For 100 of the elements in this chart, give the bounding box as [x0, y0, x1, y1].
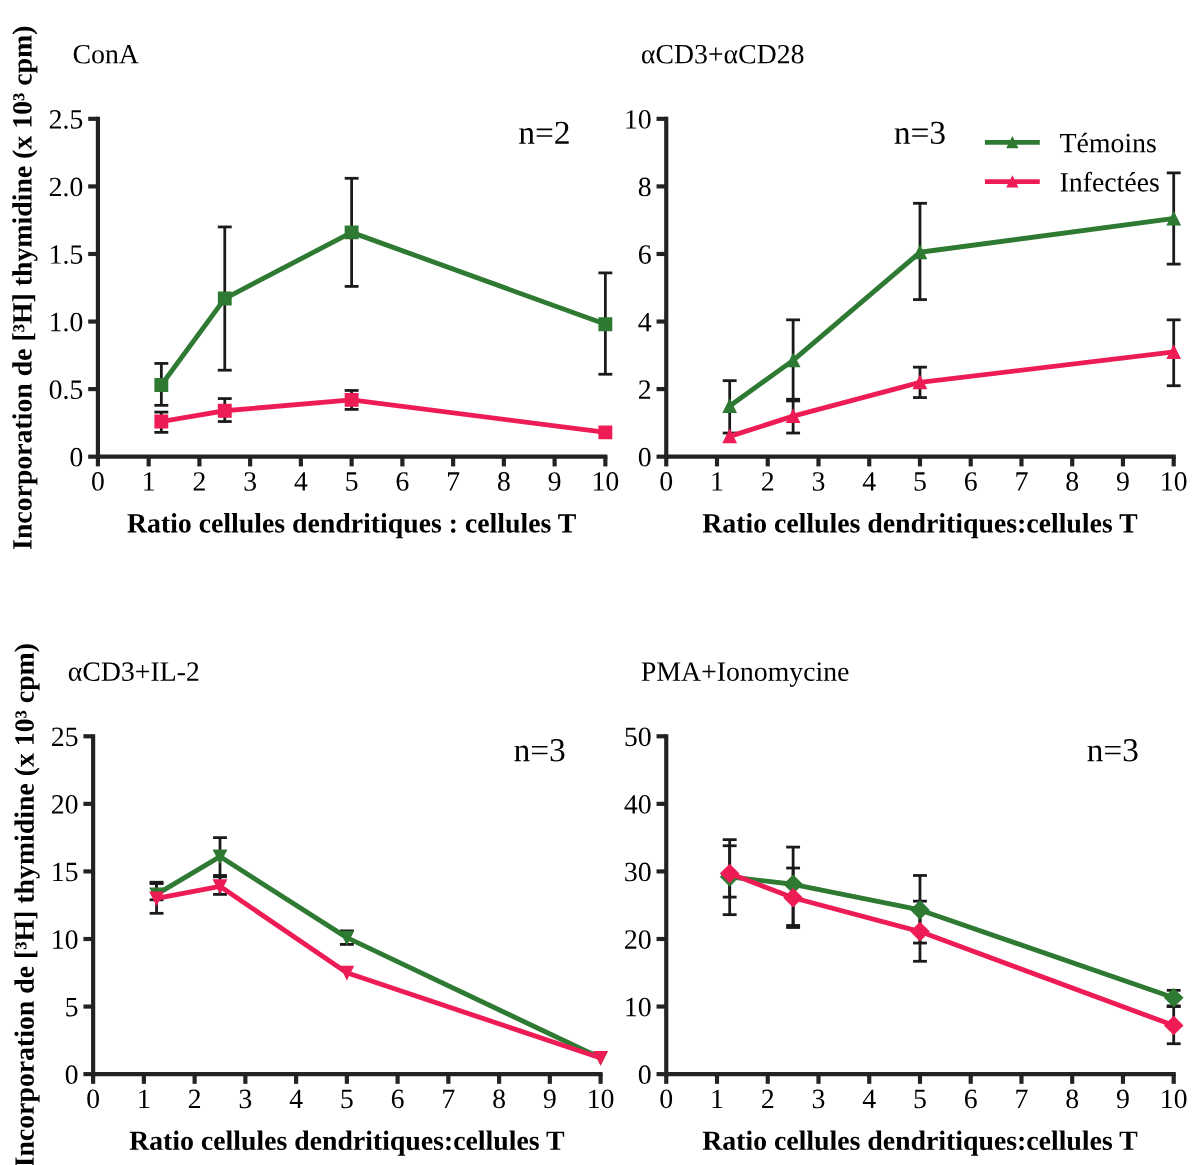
y-tick-label: 0 — [638, 1065, 651, 1085]
x-tick-label: 7 — [448, 472, 460, 491]
x-tick-label: 7 — [1016, 472, 1028, 491]
x-tick-label: 10 — [1162, 1089, 1187, 1109]
x-tick-label: 9 — [543, 1089, 556, 1109]
x-tick-label: 8 — [493, 1089, 505, 1109]
point — [910, 922, 930, 942]
y-tick-label: 8 — [638, 177, 651, 197]
point — [598, 317, 613, 332]
x-tick-label: 2 — [193, 472, 205, 491]
chart-title: αCD3+IL-2 — [68, 662, 199, 681]
x-tick-label: 3 — [812, 1089, 825, 1109]
x-tick-label: 6 — [964, 472, 977, 491]
x-tick-label: 0 — [92, 472, 104, 491]
x-tick-label: 2 — [762, 472, 774, 491]
point — [1166, 345, 1181, 359]
y-tick-label: 25 — [51, 727, 78, 747]
x-tick-label: 4 — [289, 1089, 303, 1108]
x-tick-label: 3 — [244, 472, 256, 491]
point — [598, 425, 613, 440]
x-tick-label: 5 — [341, 1089, 353, 1109]
point — [154, 414, 169, 429]
x-tick-label: 5 — [346, 472, 358, 491]
legend-label: Témoins — [1060, 132, 1156, 153]
point — [913, 375, 927, 390]
x-tick-label: 5 — [914, 472, 926, 491]
y-tick-label: 10 — [626, 997, 651, 1017]
point — [722, 399, 737, 413]
y-axis-title: Incorporation de [³H] thymidine (x 10³ cpm) — [12, 26, 38, 549]
x-tick-label: 10 — [589, 1089, 614, 1109]
y-tick-label: 0.5 — [49, 380, 83, 400]
y-tick-label: 6 — [638, 245, 651, 264]
x-tick-label: 9 — [1116, 1089, 1129, 1109]
x-tick-label: 4 — [862, 1089, 876, 1108]
x-tick-label: 1 — [712, 1089, 723, 1108]
x-tick-label: 10 — [593, 472, 619, 491]
x-tick-label: 0 — [87, 1089, 100, 1109]
x-tick-label: 6 — [391, 1089, 404, 1109]
point — [344, 225, 359, 240]
x-tick-label: 3 — [812, 472, 825, 491]
x-axis-title: Ratio cellules dendritiques:cellules T — [702, 1130, 1138, 1156]
y-tick-label: 40 — [624, 795, 651, 814]
x-tick-label: 1 — [712, 472, 723, 491]
x-tick-label: 4 — [862, 472, 876, 491]
x-tick-label: 1 — [139, 1089, 150, 1108]
x-tick-label: 0 — [660, 472, 673, 491]
x-tick-label: 9 — [548, 472, 561, 491]
chart-title: αCD3+αCD28 — [641, 44, 804, 64]
y-tick-label: 50 — [625, 727, 651, 747]
y-tick-label: 1.5 — [51, 245, 83, 264]
point — [344, 392, 359, 407]
x-tick-label: 6 — [964, 1089, 977, 1109]
point — [783, 874, 803, 894]
y-tick-label: 2 — [639, 380, 651, 399]
x-tick-label: 8 — [1066, 1089, 1079, 1109]
x-tick-label: 8 — [497, 472, 510, 491]
point — [149, 891, 164, 906]
point — [786, 409, 801, 424]
point — [217, 291, 232, 306]
y-tick-label: 5 — [66, 998, 78, 1017]
y-tick-label: 15 — [53, 862, 78, 882]
x-tick-label: 2 — [762, 1089, 774, 1108]
x-tick-label: 6 — [396, 472, 409, 491]
x-axis-title: Ratio cellules dendritiques : cellules T — [127, 513, 576, 539]
y-tick-label: 2.5 — [49, 110, 83, 129]
point — [217, 403, 232, 418]
point — [783, 888, 803, 908]
annotation: n=3 — [894, 121, 945, 145]
point — [213, 849, 227, 864]
point — [786, 353, 801, 368]
y-tick-label: 1.0 — [51, 312, 83, 332]
legend-label: Infectées — [1060, 171, 1159, 192]
annotation: n=2 — [519, 121, 569, 144]
x-tick-label: 2 — [188, 1089, 201, 1108]
x-tick-label: 10 — [1162, 472, 1187, 491]
y-tick-label: 0 — [638, 447, 651, 467]
x-tick-label: 8 — [1066, 472, 1079, 491]
point — [1164, 1015, 1184, 1036]
point — [154, 378, 169, 393]
chart-title: PMA+Ionomycine — [641, 662, 849, 687]
x-axis-title: Ratio cellules dendritiques:cellules T — [702, 513, 1138, 539]
y-tick-label: 30 — [625, 862, 651, 882]
x-tick-label: 3 — [239, 1089, 252, 1109]
x-axis-title: Ratio cellules dendritiques:cellules T — [129, 1130, 565, 1156]
annotation: n=3 — [514, 739, 565, 762]
x-tick-label: 7 — [1016, 1089, 1028, 1108]
y-tick-label: 20 — [625, 930, 651, 949]
x-tick-label: 0 — [660, 1089, 673, 1109]
point — [913, 245, 927, 260]
y-tick-label: 10 — [626, 110, 651, 129]
y-tick-label: 20 — [51, 795, 78, 814]
point — [339, 965, 354, 980]
x-tick-label: 4 — [294, 472, 308, 491]
annotation: n=3 — [1087, 739, 1138, 762]
chart-title: ConA — [73, 44, 139, 64]
y-tick-label: 4 — [638, 312, 652, 332]
point — [1166, 211, 1181, 226]
y-tick-label: 2.0 — [49, 177, 83, 197]
x-tick-label: 1 — [144, 472, 154, 491]
x-tick-label: 9 — [1116, 472, 1129, 491]
